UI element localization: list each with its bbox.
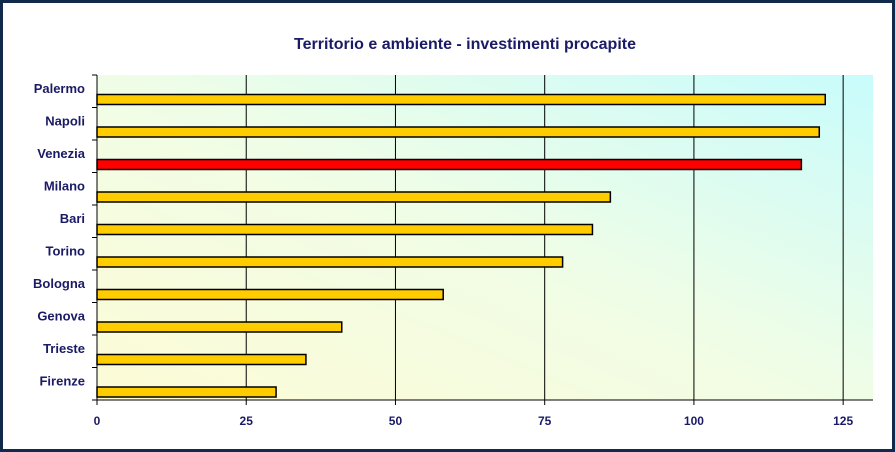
y-tick-label: Trieste [43,341,85,356]
y-tick-label: Torino [46,244,86,259]
y-tick-label: Venezia [37,146,85,161]
y-tick-label: Bologna [33,276,86,291]
y-tick-label: Bari [60,211,85,226]
bar [96,321,343,333]
bar [96,256,564,268]
bar [96,223,594,236]
y-tick-label: Genova [37,309,85,324]
y-tick-label: Palermo [34,81,85,96]
bar [96,288,444,301]
bar [96,353,307,366]
bar [96,191,612,203]
x-tick-label: 75 [538,414,552,428]
bar [96,386,277,398]
x-tick-label: 25 [240,414,254,428]
y-tick-label: Firenze [39,374,85,389]
bar [96,93,826,106]
bar [96,158,803,171]
y-tick-label: Napoli [45,114,85,129]
x-tick-label: 0 [94,414,101,428]
chart-title: Territorio e ambiente - investimenti pro… [294,36,636,53]
x-tick-label: 100 [684,414,704,428]
plot-area [97,75,873,400]
x-tick-label: 125 [833,414,853,428]
y-tick-label: Milano [44,179,85,194]
x-tick-label: 50 [389,414,403,428]
bar [96,126,821,138]
